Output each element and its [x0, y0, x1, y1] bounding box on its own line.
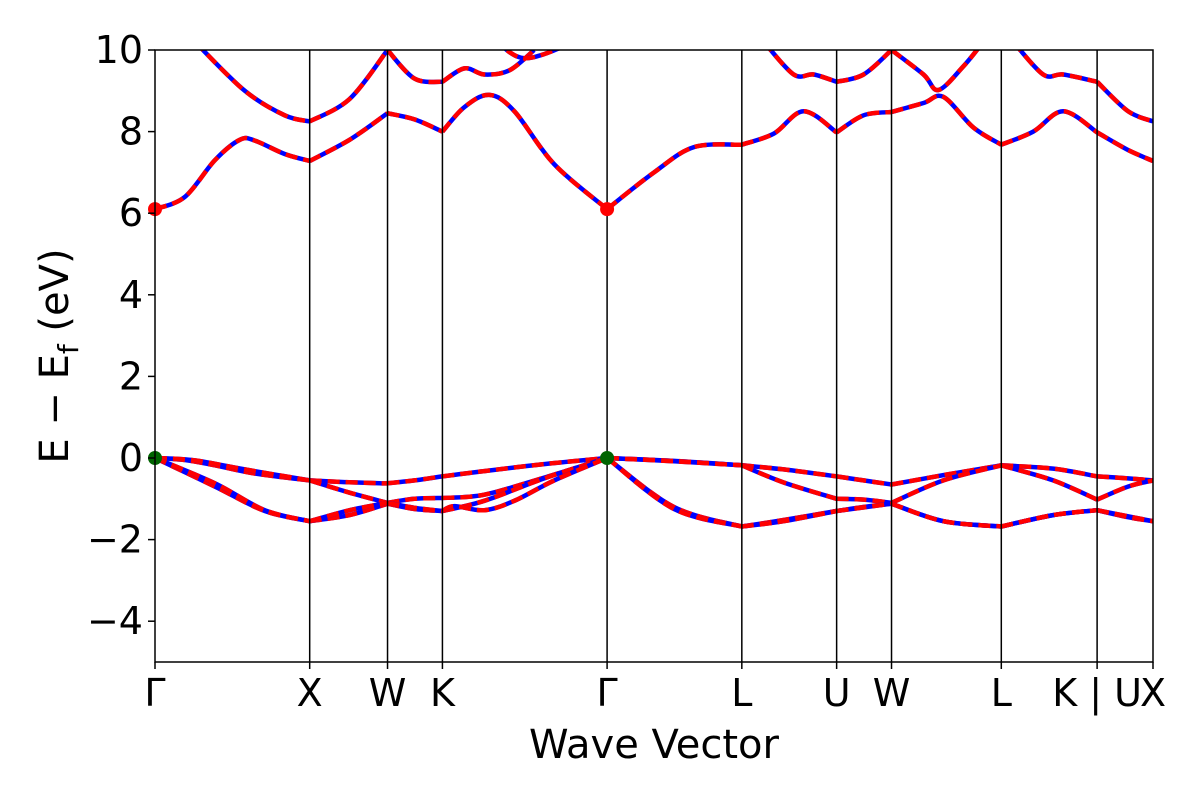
band-5-segment-0-dashed	[199, 50, 311, 124]
vbm-marker-3	[600, 451, 615, 465]
band-4-segment-6-dashed	[835, 109, 892, 135]
band-3-segment-3-dashed	[441, 455, 608, 514]
band-5-segment-1-dashed	[308, 50, 390, 124]
band-4-segment-3-dashed	[440, 92, 609, 211]
band-0-segment-3-dashed	[442, 455, 608, 479]
band-4-segment-2-dashed	[386, 111, 444, 134]
y-axis-title: E − Ef (eV)	[32, 248, 85, 463]
y-tick-label: 4	[119, 273, 143, 317]
band-1-segment-9-dashed	[1096, 478, 1153, 502]
band-5-segment-3-solid	[441, 50, 536, 84]
band-5-segment-1-solid	[308, 50, 390, 124]
band-4-segment-0-solid	[155, 135, 311, 212]
band-3-segment-0-dashed	[155, 455, 311, 524]
band-4-segment-3-solid	[440, 92, 609, 211]
band-5-segment-5-dashed	[836, 50, 894, 84]
y-axis-title-main: E − E	[32, 354, 78, 464]
band-5-segment-5-solid	[836, 50, 894, 84]
band-4-segment-1-dashed	[308, 111, 389, 163]
band-3-segment-7-dashed	[890, 501, 1002, 529]
band-5-segment-4-dashed	[767, 50, 838, 84]
band-4-segment-0-dashed	[155, 135, 311, 212]
band-4-segment-5-solid	[741, 108, 838, 147]
band-1-segment-4-dashed	[606, 455, 742, 468]
band-0-segment-6-dashed	[836, 474, 892, 487]
y-tick-label: −4	[87, 599, 143, 643]
x-tick-label: L	[991, 671, 1012, 715]
band-4-segment-4-dashed	[605, 142, 742, 211]
band-1-segment-6-dashed	[836, 496, 892, 506]
band-5-segment-8-dashed	[1095, 80, 1153, 124]
band-3-segment-1-dashed	[309, 500, 388, 524]
y-tick-label: 8	[119, 110, 143, 154]
band-0-segment-8-dashed	[1001, 463, 1098, 479]
high-symmetry-lines	[308, 50, 1098, 662]
y-tick-label: 2	[119, 354, 143, 398]
band-1-segment-0-dashed	[155, 455, 311, 483]
x-tick-label: Γ	[597, 671, 618, 715]
band-4-segment-7-dashed	[890, 93, 1003, 147]
band-1-segment-3-dashed	[442, 455, 608, 501]
band-1-segment-2-dashed	[387, 495, 443, 506]
y-axis-ticks: −4 −2 0 2 4 6 8 10	[87, 28, 155, 643]
x-tick-label: X	[297, 671, 323, 715]
band-5-segment-6-dashed	[890, 50, 980, 93]
y-axis-title-unit: (eV)	[32, 248, 78, 344]
y-tick-label: 0	[119, 436, 143, 480]
band-3-segment-4-dashed	[605, 456, 743, 529]
cbm-marker-1	[600, 202, 615, 217]
band-3-segment-2-dashed	[387, 500, 443, 514]
band-1-segment-8-dashed	[1000, 463, 1099, 502]
x-tick-label: K | U	[1052, 671, 1142, 716]
plot-frame	[154, 49, 1154, 663]
x-tick-label: L	[731, 671, 752, 715]
x-tick-label: W	[369, 671, 407, 715]
band-5-segment-6-solid	[890, 50, 980, 93]
band-3-segment-4-solid	[605, 456, 743, 529]
x-tick-label: W	[873, 671, 911, 715]
band-0-segment-1-dashed	[309, 478, 388, 486]
band-4-segment-9-dashed	[1096, 130, 1153, 164]
band-4-segment-5-dashed	[741, 108, 838, 147]
band-edge-markers	[148, 202, 615, 465]
band-5-segment-7-dashed	[1017, 50, 1098, 84]
x-tick-label: U	[823, 671, 851, 715]
bands-layer	[155, 50, 1153, 529]
band-6-segment-0-dashed	[503, 50, 561, 61]
band-3-segment-9-dashed	[1096, 507, 1153, 524]
band-0-segment-5-dashed	[741, 463, 837, 479]
band-4-segment-8-dashed	[1000, 108, 1099, 147]
band-1-segment-1-dashed	[309, 478, 389, 506]
y-tick-label: −2	[87, 518, 143, 562]
x-tick-label: Γ	[144, 671, 165, 715]
band-4-segment-6-solid	[835, 109, 892, 135]
band-5-segment-2-dashed	[385, 50, 443, 85]
band-0-segment-2-dashed	[387, 474, 443, 486]
band-1-segment-7-dashed	[890, 463, 1002, 505]
band-0-segment-9-dashed	[1096, 474, 1153, 483]
band-2-segment-4-solid	[605, 456, 743, 529]
y-axis-title-subscript: f	[52, 343, 85, 354]
band-3-segment-6-dashed	[836, 501, 892, 514]
band-1-segment-5-dashed	[740, 463, 838, 501]
y-tick-label: 10	[95, 28, 143, 72]
band-3-segment-8-solid	[1000, 507, 1098, 529]
x-tick-label: K	[430, 671, 456, 715]
band-2-segment-4-dashed	[605, 456, 743, 529]
band-3-segment-5-dashed	[741, 508, 838, 529]
band-5-segment-0-solid	[199, 50, 311, 124]
y-tick-label: 6	[119, 191, 143, 235]
band-5-segment-3-dashed	[441, 50, 536, 84]
band-4-segment-4-solid	[605, 142, 742, 211]
x-axis-title: Wave Vector	[529, 722, 780, 768]
x-tick-label: X	[1140, 671, 1166, 715]
